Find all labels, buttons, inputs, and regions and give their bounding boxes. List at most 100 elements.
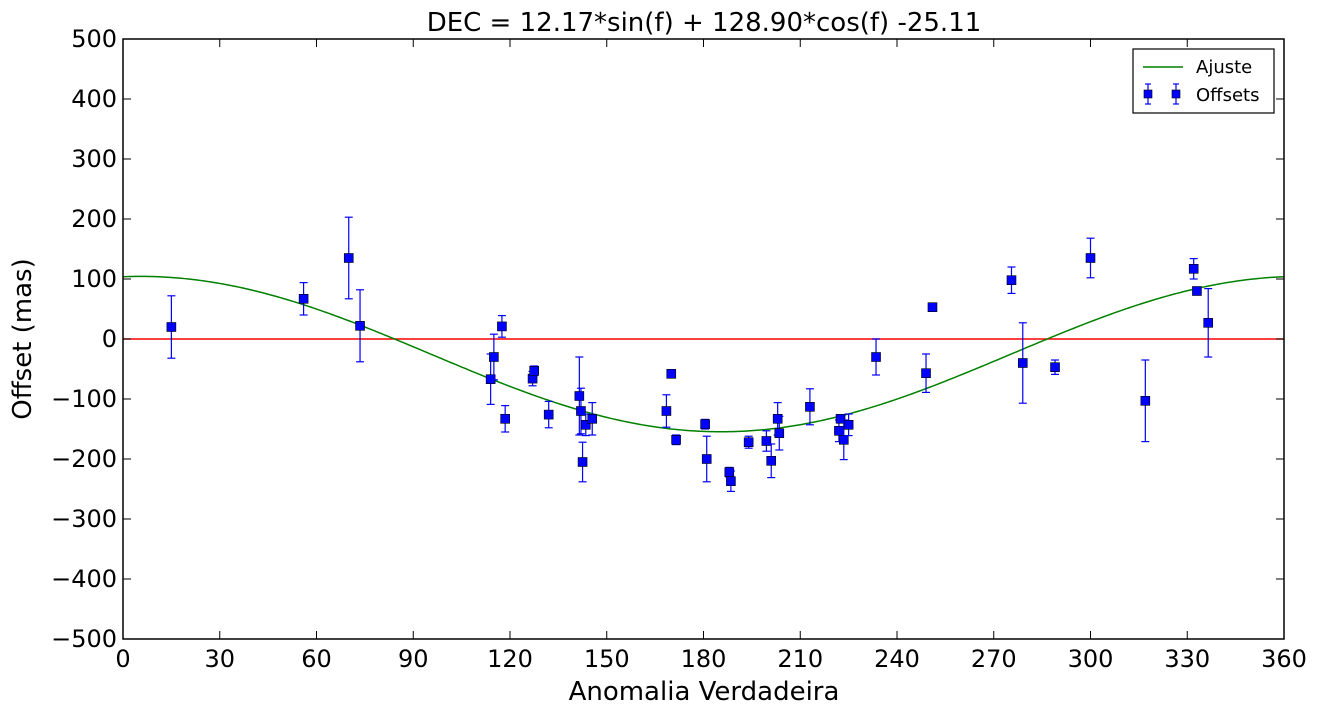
axis-ticks: 0 30 60 90 120 150 180 210 240 270 300 330 360 −500 −4… <box>51 25 1307 673</box>
data-point <box>700 418 710 430</box>
point-marker <box>871 352 881 362</box>
plot-marks <box>122 216 1285 492</box>
point-marker <box>774 428 785 439</box>
data-point <box>666 368 677 379</box>
data-point <box>355 289 365 363</box>
x-tick-label: 210 <box>777 645 823 673</box>
data-point <box>166 295 177 359</box>
point-marker <box>500 413 510 424</box>
point-marker <box>805 401 815 412</box>
point-marker <box>671 434 681 445</box>
point-marker <box>766 455 777 466</box>
data-point <box>701 435 712 483</box>
point-marker <box>724 467 735 478</box>
point-marker <box>298 293 309 304</box>
legend-offsets-swatch <box>1143 83 1181 105</box>
y-tick-label: 200 <box>71 205 117 233</box>
point-marker <box>574 391 585 401</box>
data-point <box>1006 266 1017 294</box>
x-tick-label: 30 <box>204 645 235 673</box>
x-tick-label: 330 <box>1164 645 1210 673</box>
data-point <box>576 387 586 435</box>
data-point <box>298 282 309 316</box>
point-marker <box>166 322 177 332</box>
y-tick-label: 300 <box>71 145 117 173</box>
point-marker <box>701 454 712 464</box>
point-marker <box>726 476 736 487</box>
data-point <box>774 415 785 451</box>
data-point <box>497 315 507 338</box>
x-tick-label: 90 <box>398 645 429 673</box>
point-marker <box>1050 362 1060 373</box>
y-axis-label: Offset (mas) <box>8 258 38 419</box>
data-point <box>577 441 588 483</box>
point-marker <box>1188 263 1199 274</box>
data-point <box>661 394 672 428</box>
data-point <box>1203 288 1214 358</box>
y-tick-label: −400 <box>51 565 117 593</box>
point-marker <box>921 368 931 379</box>
fit-curve <box>122 275 1285 433</box>
point-marker <box>1140 395 1151 406</box>
data-point <box>1140 359 1151 443</box>
data-point <box>529 365 539 377</box>
data-point <box>500 405 510 433</box>
y-tick-label: −200 <box>51 445 117 473</box>
x-tick-label: 240 <box>874 645 920 673</box>
data-point <box>743 435 754 449</box>
data-point <box>726 470 736 492</box>
y-tick-label: 100 <box>71 265 117 293</box>
point-marker <box>772 413 783 424</box>
data-point <box>921 353 931 393</box>
legend: Ajuste Offsets <box>1132 48 1275 114</box>
data-point <box>671 434 681 446</box>
x-tick-label: 180 <box>681 645 727 673</box>
data-point <box>1085 237 1096 279</box>
y-tick-label: −500 <box>51 625 117 653</box>
point-marker <box>497 321 507 332</box>
y-tick-label: 0 <box>102 325 117 353</box>
point-marker <box>761 436 772 446</box>
y-tick-label: −100 <box>51 385 117 413</box>
legend-frame <box>1132 48 1275 114</box>
x-tick-label: 0 <box>115 645 130 673</box>
x-tick-label: 360 <box>1261 645 1307 673</box>
data-point <box>543 400 554 429</box>
x-tick-label: 150 <box>584 645 630 673</box>
point-marker <box>743 437 754 448</box>
data-point <box>489 333 499 381</box>
point-marker <box>529 365 539 376</box>
legend-fit-label: Ajuste <box>1196 57 1252 78</box>
legend-offsets-label: Offsets <box>1196 85 1259 106</box>
point-marker <box>580 419 591 430</box>
data-point <box>1192 286 1202 296</box>
data-point <box>843 413 854 437</box>
point-marker <box>834 425 844 436</box>
point-marker <box>661 406 672 416</box>
point-marker <box>576 406 586 416</box>
data-point <box>1188 258 1199 280</box>
point-marker <box>1006 275 1017 286</box>
point-marker <box>927 302 938 313</box>
point-marker <box>355 320 365 331</box>
data-point <box>1050 359 1060 375</box>
x-tick-label: 300 <box>1068 645 1114 673</box>
chart-title: DEC = 12.17*sin(f) + 128.90*cos(f) -25.1… <box>427 8 982 38</box>
x-axis-label: Anomalia Verdadeira <box>569 677 840 707</box>
point-marker <box>1192 286 1202 296</box>
point-marker <box>666 368 677 379</box>
point-marker <box>543 409 554 420</box>
point-marker <box>577 457 588 467</box>
x-tick-label: 120 <box>487 645 533 673</box>
point-marker <box>1203 317 1214 328</box>
point-marker <box>1017 358 1028 368</box>
data-point <box>724 466 735 478</box>
point-marker <box>343 253 354 263</box>
point-marker <box>843 419 854 430</box>
y-tick-label: 400 <box>71 85 117 113</box>
point-marker <box>700 419 710 430</box>
x-tick-label: 270 <box>971 645 1017 673</box>
point-marker <box>587 413 598 424</box>
